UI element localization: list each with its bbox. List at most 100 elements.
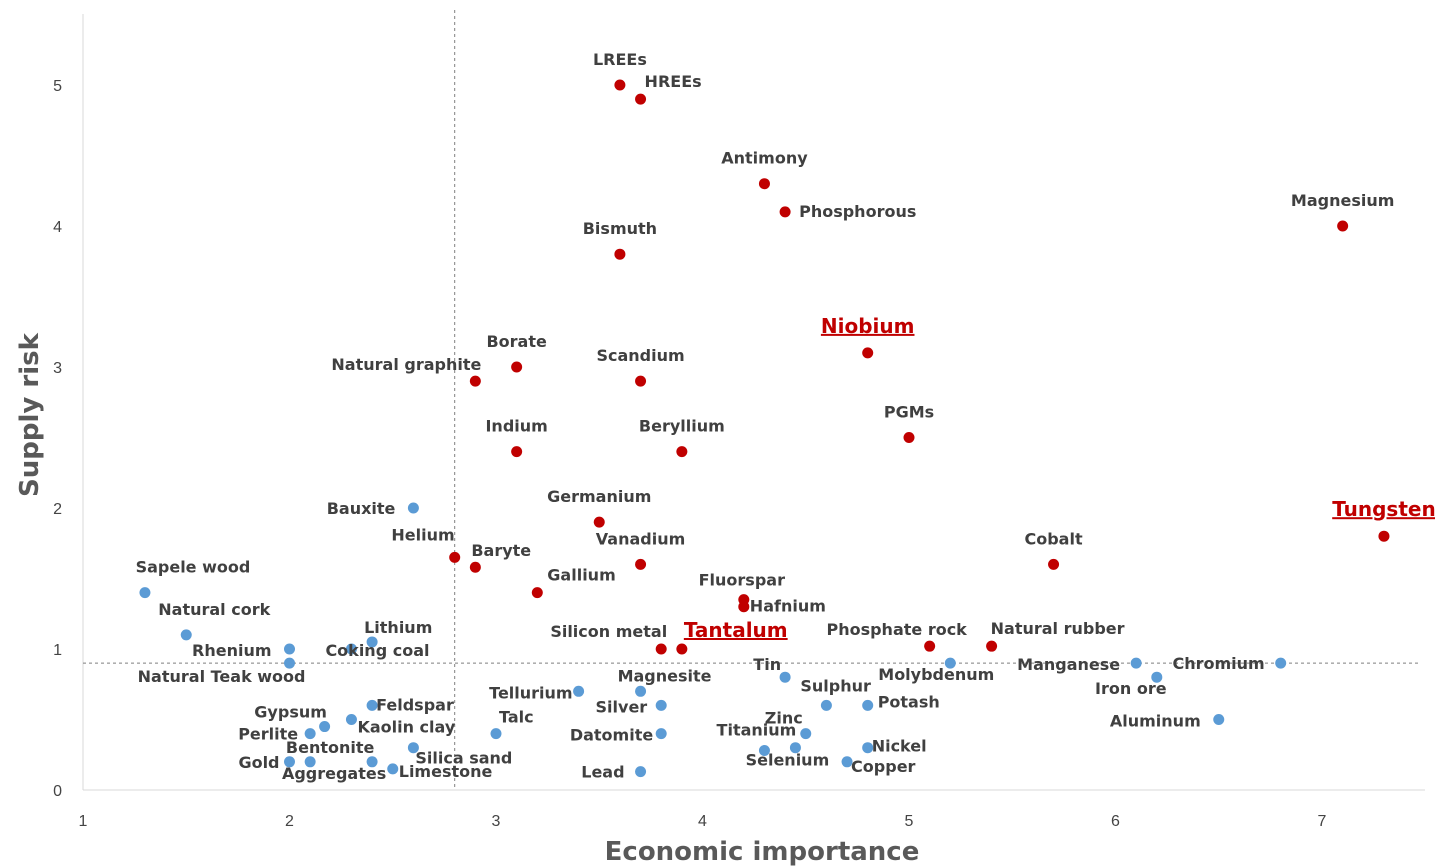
point-label: Phosphate rock: [826, 620, 967, 639]
x-axis-title: Economic importance: [605, 837, 920, 866]
y-axis-title: Supply risk: [15, 332, 45, 497]
point-label: Limestone: [399, 762, 493, 781]
data-point: [319, 721, 331, 733]
data-point: [655, 699, 667, 711]
data-point: [758, 178, 770, 190]
point-label: Aluminum: [1110, 712, 1201, 731]
data-point: [304, 756, 316, 768]
y-tick-label: 1: [53, 642, 62, 659]
point-label: Kaolin clay: [357, 718, 455, 737]
point-label: Indium: [485, 417, 547, 436]
point-label: Germanium: [547, 487, 651, 506]
point-label: Natural graphite: [331, 355, 481, 374]
point-label: Zinc: [765, 709, 803, 728]
data-point: [284, 643, 295, 655]
data-point: [1378, 530, 1390, 542]
data-point: [1130, 657, 1142, 669]
x-tick-label: 5: [905, 813, 914, 830]
point-label: Natural Teak wood: [138, 667, 306, 686]
data-point: [531, 587, 543, 599]
point-label: Molybdenum: [878, 665, 994, 684]
data-point: [635, 685, 647, 697]
data-point: [635, 558, 647, 570]
point-label: Bauxite: [327, 499, 396, 518]
data-point: [284, 756, 295, 768]
x-tick-label: 1: [79, 813, 88, 830]
point-label: Tin: [753, 655, 781, 674]
data-point: [469, 375, 481, 387]
y-tick-label: 2: [53, 501, 62, 518]
point-label: Sulphur: [800, 676, 871, 695]
point-label: Aggregates: [282, 764, 386, 783]
point-label: Phosphorous: [799, 202, 916, 221]
data-point: [676, 446, 688, 458]
point-label: LREEs: [593, 50, 647, 69]
point-label: Rhenium: [192, 641, 272, 660]
data-point: [449, 551, 461, 563]
data-point: [635, 93, 647, 105]
point-label: Magnesium: [1291, 191, 1394, 210]
data-point: [758, 745, 770, 757]
data-point: [635, 375, 647, 387]
y-tick-label: 0: [53, 783, 62, 800]
data-point: [1275, 657, 1287, 669]
data-point: [738, 601, 750, 613]
data-point: [944, 657, 956, 669]
data-point: [469, 561, 481, 573]
data-point: [593, 516, 605, 528]
point-label: Scandium: [596, 346, 684, 365]
y-tick-label: 3: [53, 360, 62, 377]
point-label: Silver: [596, 697, 648, 716]
data-point: [779, 671, 791, 683]
data-point: [490, 728, 502, 740]
point-labels: Bauxite Sapele wood Natural cork Lithium Rhe…: [136, 50, 1435, 783]
point-label: Coking coal: [325, 641, 429, 660]
point-label: Lead: [581, 763, 624, 782]
point-label: Tantalum: [684, 618, 788, 642]
x-tick-label: 4: [698, 813, 707, 830]
point-label: Datomite: [570, 726, 654, 745]
data-point: [676, 643, 688, 655]
data-point: [511, 446, 523, 458]
data-point: [841, 756, 853, 768]
point-label: Cobalt: [1024, 529, 1082, 548]
data-point: [655, 643, 667, 655]
data-point: [304, 728, 316, 740]
point-label: Hafnium: [750, 597, 826, 616]
point-label: Selenium: [746, 751, 830, 770]
data-point: [862, 742, 874, 754]
data-point: [345, 643, 357, 655]
point-label: Potash: [878, 692, 940, 711]
x-tick-labels: 1 2 3 4 5 6 7: [79, 813, 1327, 830]
point-label: Vanadium: [596, 529, 686, 548]
point-label: Manganese: [1017, 655, 1120, 674]
data-point: [284, 657, 295, 669]
data-point: [407, 742, 419, 754]
data-point: [903, 432, 915, 443]
point-label: Natural cork: [158, 600, 270, 619]
point-label: Niobium: [821, 314, 915, 338]
point-label: Feldspar: [376, 695, 454, 714]
point-label: Borate: [486, 332, 547, 351]
data-point: [924, 640, 936, 652]
point-label: Iron ore: [1095, 679, 1167, 698]
point-label: Gypsum: [254, 703, 327, 722]
point-label: Natural rubber: [991, 619, 1125, 638]
data-point: [511, 361, 523, 373]
point-label: Nickel: [872, 737, 927, 756]
point-label: Antimony: [721, 149, 808, 168]
data-point: [366, 699, 378, 711]
x-tick-label: 2: [285, 813, 294, 830]
data-point: [407, 502, 419, 514]
data-point: [614, 248, 626, 260]
point-label: Gold: [238, 753, 279, 772]
point-label: Beryllium: [639, 417, 725, 436]
data-point: [862, 699, 874, 711]
y-tick-label: 5: [53, 78, 62, 95]
point-label: Bismuth: [583, 219, 657, 238]
data-point: [345, 714, 357, 725]
point-label: Silica sand: [415, 749, 512, 768]
data-point: [1151, 671, 1163, 683]
data-points: [139, 79, 1390, 778]
